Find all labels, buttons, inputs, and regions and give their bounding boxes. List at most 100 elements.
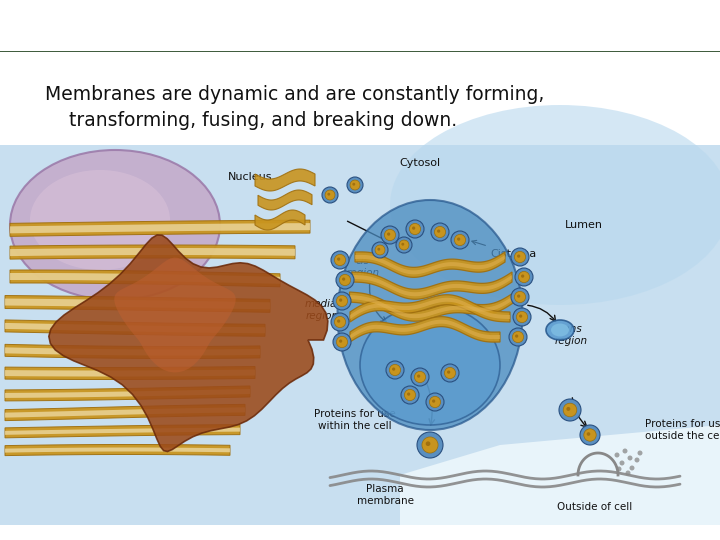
Circle shape: [415, 372, 426, 382]
Polygon shape: [5, 345, 260, 359]
Circle shape: [426, 393, 444, 411]
Circle shape: [401, 386, 419, 404]
Circle shape: [628, 456, 632, 461]
Circle shape: [513, 332, 523, 342]
Text: Membranes are dynamic and are constantly forming,
    transforming, fusing, and : Membranes are dynamic and are constantly…: [45, 85, 544, 130]
Circle shape: [337, 258, 341, 261]
Polygon shape: [349, 295, 515, 318]
Circle shape: [584, 429, 596, 441]
Ellipse shape: [30, 170, 170, 270]
Circle shape: [422, 437, 438, 453]
Circle shape: [399, 240, 409, 250]
Polygon shape: [350, 316, 500, 342]
Circle shape: [441, 364, 459, 382]
Polygon shape: [10, 248, 295, 256]
Circle shape: [336, 271, 354, 289]
Polygon shape: [5, 320, 265, 336]
Ellipse shape: [10, 150, 220, 300]
Ellipse shape: [338, 200, 523, 430]
Circle shape: [336, 295, 348, 307]
Circle shape: [406, 220, 424, 238]
Circle shape: [444, 367, 456, 379]
Circle shape: [457, 238, 460, 241]
Text: Cytosol: Cytosol: [400, 158, 441, 168]
Circle shape: [334, 254, 346, 266]
Circle shape: [375, 245, 385, 255]
Circle shape: [437, 230, 440, 233]
Polygon shape: [5, 424, 240, 438]
Circle shape: [350, 180, 360, 190]
Circle shape: [390, 364, 400, 376]
Circle shape: [509, 328, 527, 346]
Circle shape: [392, 368, 395, 371]
Text: 6.1 What Is the Structure of a Biological Membrane?: 6.1 What Is the Structure of a Biologica…: [7, 27, 535, 46]
Polygon shape: [5, 323, 265, 333]
Circle shape: [417, 374, 420, 377]
Polygon shape: [355, 252, 505, 278]
Text: trans
region: trans region: [555, 324, 588, 346]
Polygon shape: [10, 273, 280, 284]
FancyBboxPatch shape: [0, 145, 720, 525]
Circle shape: [322, 187, 338, 203]
Circle shape: [513, 308, 531, 326]
Circle shape: [434, 226, 446, 238]
Circle shape: [377, 248, 380, 251]
Polygon shape: [255, 210, 305, 230]
Circle shape: [372, 242, 388, 258]
Polygon shape: [5, 444, 230, 456]
Circle shape: [521, 274, 524, 278]
Polygon shape: [114, 258, 235, 373]
Text: Outside of cell: Outside of cell: [557, 502, 633, 512]
Circle shape: [429, 396, 441, 408]
Text: Proteins for use
within the cell: Proteins for use within the cell: [314, 409, 396, 431]
Circle shape: [515, 334, 518, 338]
Circle shape: [431, 223, 449, 241]
Circle shape: [517, 254, 521, 258]
Circle shape: [454, 234, 466, 246]
Polygon shape: [5, 448, 230, 453]
Circle shape: [339, 274, 351, 286]
Circle shape: [339, 299, 342, 302]
Polygon shape: [49, 235, 328, 451]
Text: Lumen: Lumen: [565, 220, 603, 230]
Circle shape: [387, 233, 390, 236]
Circle shape: [384, 230, 395, 241]
Circle shape: [333, 333, 351, 351]
Circle shape: [347, 177, 363, 193]
Text: cis
region: cis region: [346, 256, 379, 278]
Circle shape: [517, 294, 521, 298]
Circle shape: [386, 361, 404, 379]
Circle shape: [411, 368, 429, 386]
Circle shape: [405, 389, 415, 401]
Text: medial
region: medial region: [305, 299, 340, 321]
Circle shape: [417, 432, 443, 458]
Ellipse shape: [551, 323, 569, 336]
Circle shape: [325, 190, 335, 200]
Circle shape: [331, 313, 349, 331]
Polygon shape: [5, 295, 270, 312]
Circle shape: [328, 193, 330, 195]
Polygon shape: [5, 389, 250, 398]
Polygon shape: [5, 428, 240, 435]
Circle shape: [331, 251, 349, 269]
Ellipse shape: [546, 320, 574, 340]
Circle shape: [352, 183, 355, 186]
Circle shape: [426, 441, 431, 446]
Text: Cisterna: Cisterna: [472, 240, 536, 259]
Circle shape: [412, 226, 415, 230]
Circle shape: [401, 243, 404, 246]
Circle shape: [511, 288, 529, 306]
Circle shape: [432, 400, 436, 403]
Polygon shape: [352, 275, 512, 296]
Circle shape: [447, 370, 450, 374]
Circle shape: [623, 449, 628, 454]
Circle shape: [511, 248, 529, 266]
Polygon shape: [5, 299, 270, 309]
Polygon shape: [5, 404, 245, 421]
Polygon shape: [355, 255, 505, 274]
Circle shape: [559, 399, 581, 421]
Polygon shape: [350, 298, 510, 319]
Polygon shape: [350, 320, 500, 339]
Text: Proteins for use
outside the cell: Proteins for use outside the cell: [645, 419, 720, 441]
Polygon shape: [400, 425, 720, 525]
